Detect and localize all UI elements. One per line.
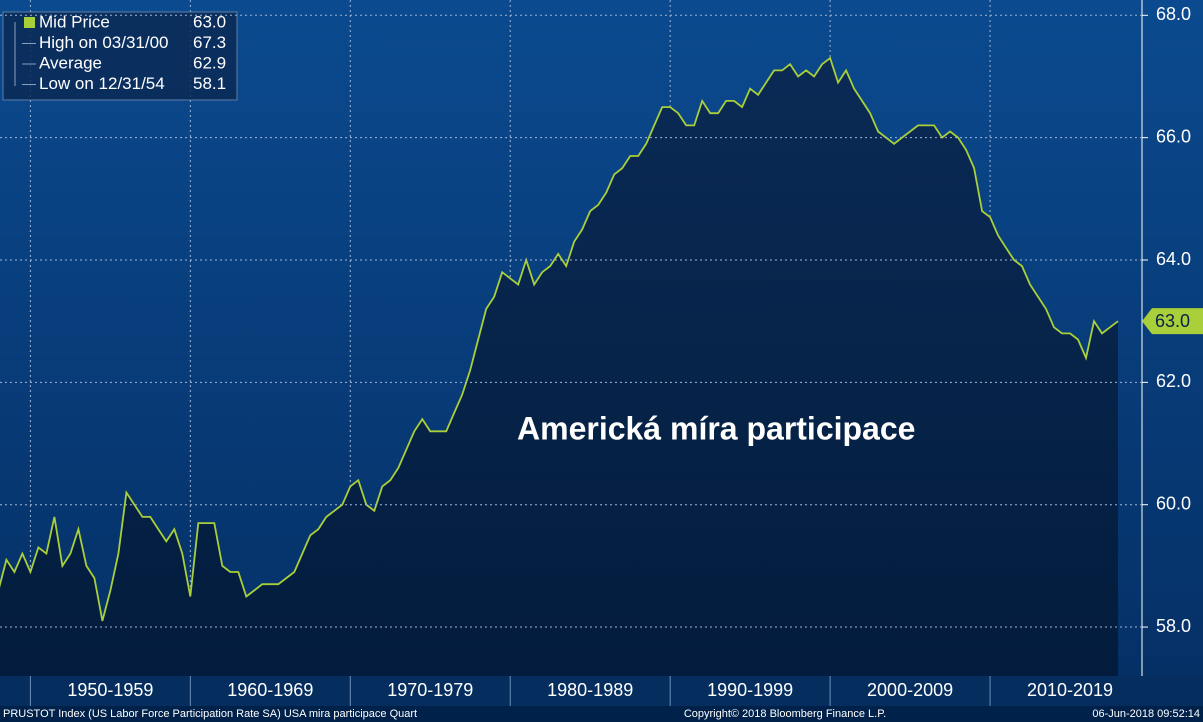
last-value-tag xyxy=(1142,308,1203,335)
legend-label: Low on 12/31/54 xyxy=(39,74,165,93)
legend-swatch xyxy=(24,17,35,28)
y-tick-label: 60.0 xyxy=(1156,493,1191,513)
legend-label: Average xyxy=(39,53,102,72)
x-tick-label: 1960-1969 xyxy=(227,680,313,700)
x-tick-label: 1950-1959 xyxy=(67,680,153,700)
legend-box xyxy=(2,11,238,101)
y-tick-label: 66.0 xyxy=(1156,126,1191,146)
x-tick-label: 2000-2009 xyxy=(867,680,953,700)
x-axis-band xyxy=(0,676,1203,706)
area xyxy=(0,58,1119,676)
legend-value: 58.1 xyxy=(193,74,226,93)
annotation: Americká míra participace xyxy=(517,410,915,446)
footer-center: Copyright© 2018 Bloomberg Finance L.P. xyxy=(684,708,886,720)
y-tick-label: 62.0 xyxy=(1156,371,1191,391)
y-tick-label: 68.0 xyxy=(1156,4,1191,24)
legend-value: 63.0 xyxy=(193,12,226,31)
legend-label: Mid Price xyxy=(39,12,110,31)
x-tick-label: 1990-1999 xyxy=(707,680,793,700)
legend-label: High on 03/31/00 xyxy=(39,33,169,52)
line xyxy=(0,56,1119,622)
x-tick-label: 1970-1979 xyxy=(387,680,473,700)
x-tick-label: 2010-2019 xyxy=(1027,680,1113,700)
x-tick-label: 1980-1989 xyxy=(547,680,633,700)
legend-value: 62.9 xyxy=(193,53,226,72)
footer-right: 06-Jun-2018 09:52:14 xyxy=(1092,708,1200,720)
footer-left: PRUSTOT Index (US Labor Force Participat… xyxy=(3,708,417,720)
y-tick-label: 64.0 xyxy=(1156,249,1191,269)
y-tick-label: 58.0 xyxy=(1156,616,1191,636)
last-value-label: 63.0 xyxy=(1155,311,1190,331)
legend-value: 67.3 xyxy=(193,33,226,52)
